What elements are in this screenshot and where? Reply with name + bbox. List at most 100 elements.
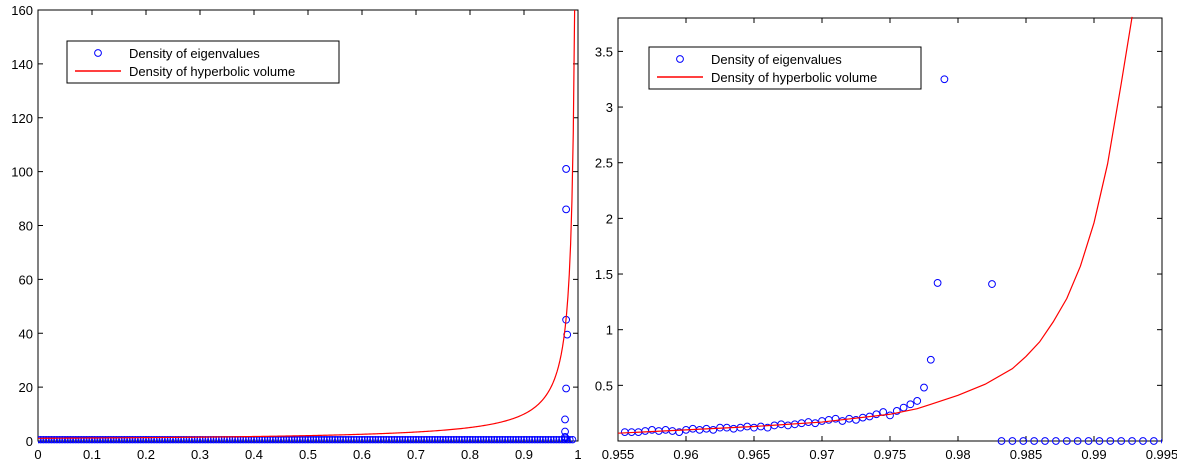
- data-point: [199, 435, 207, 444]
- data-point: [64, 435, 72, 444]
- data-point: [82, 435, 91, 444]
- data-point: [377, 435, 385, 444]
- data-point: [50, 435, 58, 444]
- data-point: [163, 435, 172, 444]
- data-point: [838, 417, 847, 425]
- data-point: [85, 435, 94, 444]
- data-point: [428, 435, 436, 444]
- x-tick-label: 0.97: [809, 447, 834, 462]
- data-point: [404, 435, 412, 444]
- data-point: [661, 425, 670, 434]
- data-point: [145, 435, 153, 444]
- data-point: [193, 435, 202, 444]
- series-line: [38, 9, 576, 439]
- chart-right: 0.955 0.96 0.965 0.97 0.975 0.98 0.985 0.99 0.99…: [595, 16, 1177, 462]
- data-point: [328, 435, 336, 444]
- x-tick-label: 0.995: [1146, 447, 1177, 462]
- data-point: [490, 435, 498, 444]
- data-point: [69, 435, 77, 444]
- data-point: [112, 435, 121, 444]
- data-point: [99, 435, 107, 444]
- data-point: [166, 435, 175, 444]
- data-point: [498, 435, 507, 444]
- data-point: [53, 435, 61, 444]
- data-point: [128, 435, 137, 444]
- data-point: [562, 384, 571, 393]
- x-tick-label: 0.4: [245, 447, 263, 462]
- data-point: [177, 435, 185, 444]
- data-point: [493, 435, 501, 444]
- data-point: [477, 435, 485, 444]
- data-point: [563, 435, 571, 444]
- data-point: [439, 435, 447, 444]
- data-point: [158, 435, 166, 444]
- data-point: [344, 435, 353, 444]
- data-point: [371, 435, 380, 444]
- data-point: [312, 435, 320, 444]
- data-point: [131, 435, 139, 444]
- x-tick-label: 0.7: [407, 447, 425, 462]
- legend-label: Density of hyperbolic volume: [711, 70, 877, 85]
- data-point: [474, 435, 482, 444]
- x-tick-label: 0.5: [299, 447, 317, 462]
- x-tick-label: 0.975: [874, 447, 907, 462]
- legend-label: Density of hyperbolic volume: [129, 64, 295, 79]
- data-point: [72, 435, 80, 444]
- data-point: [358, 435, 366, 444]
- x-tick-label: 0.2: [137, 447, 155, 462]
- data-point: [1019, 437, 1028, 445]
- data-point: [147, 435, 156, 444]
- data-point: [899, 403, 908, 412]
- data-point: [352, 435, 361, 444]
- data-point: [750, 423, 758, 432]
- y-tick-label: 120: [11, 111, 33, 126]
- data-point: [38, 435, 42, 444]
- legend: Density of eigenvalues Density of hyperbo…: [66, 40, 340, 84]
- data-point: [390, 435, 399, 444]
- data-point: [872, 410, 881, 419]
- data-point: [382, 435, 390, 444]
- data-point: [347, 435, 355, 444]
- y-tick-label: 40: [19, 326, 33, 341]
- data-point: [188, 435, 196, 444]
- data-point: [561, 415, 569, 424]
- data-point: [1117, 437, 1126, 445]
- data-point: [487, 435, 496, 444]
- data-point: [80, 435, 88, 444]
- data-point: [886, 411, 894, 420]
- data-point: [561, 434, 570, 443]
- x-tick-label: 0.985: [1010, 447, 1043, 462]
- data-point: [350, 435, 358, 444]
- data-point: [485, 435, 493, 444]
- legend-box: [648, 46, 922, 90]
- data-point: [1084, 437, 1093, 445]
- data-point: [101, 435, 110, 444]
- data-point: [96, 435, 104, 444]
- data-point: [174, 435, 183, 444]
- data-point: [361, 435, 369, 444]
- x-tick-label: 0.965: [738, 447, 771, 462]
- x-tick-label: 0.6: [353, 447, 371, 462]
- data-point: [150, 435, 158, 444]
- data-point: [892, 407, 901, 415]
- data-point: [134, 435, 142, 444]
- data-point: [520, 435, 528, 444]
- data-point: [425, 435, 434, 444]
- data-point: [926, 355, 935, 364]
- data-point: [47, 435, 56, 444]
- data-point: [471, 435, 480, 444]
- data-point: [450, 435, 458, 444]
- y-tick-label: 2: [606, 211, 613, 226]
- x-tick-label: 0.955: [602, 447, 635, 462]
- data-point: [444, 435, 453, 444]
- data-point: [460, 435, 469, 444]
- data-point: [482, 435, 490, 444]
- data-point: [38, 435, 45, 444]
- data-point: [190, 435, 199, 444]
- data-point: [409, 435, 417, 444]
- data-point: [550, 435, 558, 444]
- data-point: [307, 435, 315, 444]
- data-point: [509, 435, 517, 444]
- data-point: [514, 435, 523, 444]
